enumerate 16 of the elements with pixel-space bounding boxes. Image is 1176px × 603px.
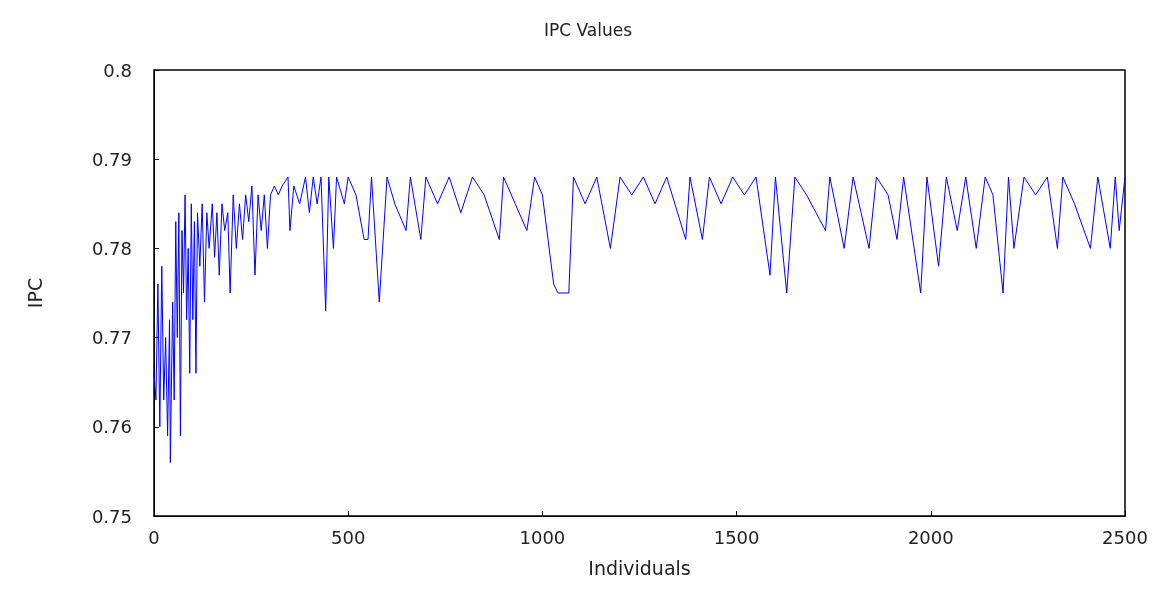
y-axis-title: IPC [23, 277, 46, 309]
y-tick-label: 0.76 [91, 416, 132, 438]
chart-title: IPC Values [543, 19, 633, 40]
y-tick-label: 0.77 [91, 327, 132, 349]
x-tick-label: 1500 [713, 526, 760, 548]
x-tick-label: 500 [331, 526, 366, 548]
x-tick-label: 0 [148, 526, 160, 548]
y-tick-label: 0.79 [91, 148, 132, 170]
line-series [153, 176, 1126, 463]
y-tick-label: 0.75 [91, 505, 132, 527]
y-tick-label: 0.8 [103, 59, 132, 81]
x-tick-label: 1000 [519, 526, 566, 548]
x-axis-title: Individuals [588, 556, 691, 579]
x-tick-label: 2500 [1102, 526, 1148, 548]
y-tick-label: 0.78 [91, 237, 132, 259]
x-tick-label: 2000 [907, 526, 954, 548]
